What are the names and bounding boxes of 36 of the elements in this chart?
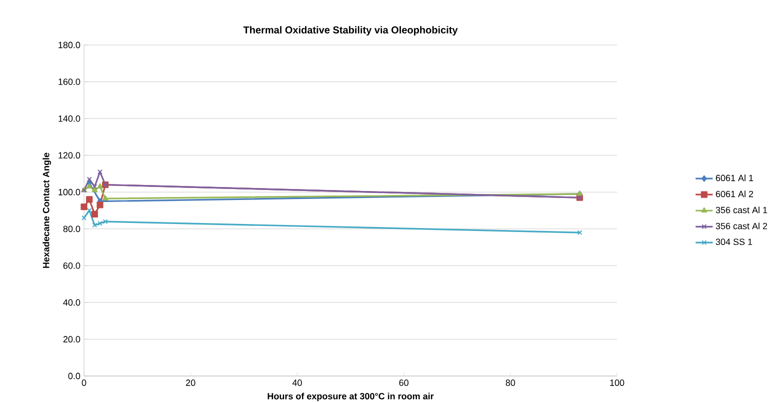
point (86, 183, 92, 188)
legend-label: 356 cast Al 1 (716, 206, 768, 214)
y-tick-label: 120.0 (58, 152, 80, 159)
point (86, 176, 92, 182)
x-tick-label: 0 (82, 380, 86, 386)
point (92, 184, 98, 190)
y-axis-title: Hexadecane Contact Angle (42, 152, 52, 268)
y-tick-label: 0.0 (68, 372, 80, 380)
y-tick-label: 20.0 (63, 336, 80, 342)
y-tick-label: 80.0 (63, 226, 80, 232)
y-tick-label: 40.0 (63, 299, 80, 306)
x-tick-label: 20 (186, 380, 196, 386)
y-tick-label: 140.0 (58, 115, 80, 122)
point (92, 186, 98, 192)
legend-label: 6061 Al 2 (716, 190, 754, 198)
chart-title: Thermal Oxidative Stability via Oleophobicity (243, 26, 458, 36)
legend-label: 6061 Al 1 (716, 174, 754, 182)
x-tick-label: 60 (399, 380, 408, 386)
y-tick-label: 180.0 (58, 42, 80, 48)
point (96, 202, 104, 208)
x-axis-title: Hours of exposure at 300°C in room air (268, 392, 434, 402)
point (102, 195, 108, 200)
point (86, 196, 93, 203)
x-tick-label: 40 (292, 380, 302, 386)
y-tick-label: 160.0 (58, 78, 80, 85)
point (86, 208, 92, 213)
y-tick-label: 100.0 (58, 188, 80, 196)
x-tick-label: 100 (610, 380, 624, 386)
legend-label: 356 cast Al 2 (716, 222, 768, 230)
legend-label: 304 SS 1 (716, 238, 752, 246)
y-tick-label: 60.0 (63, 262, 80, 269)
x-tick-label: 80 (506, 380, 516, 386)
point (97, 183, 103, 188)
point (80, 204, 88, 210)
point (98, 169, 102, 174)
point (91, 210, 98, 218)
